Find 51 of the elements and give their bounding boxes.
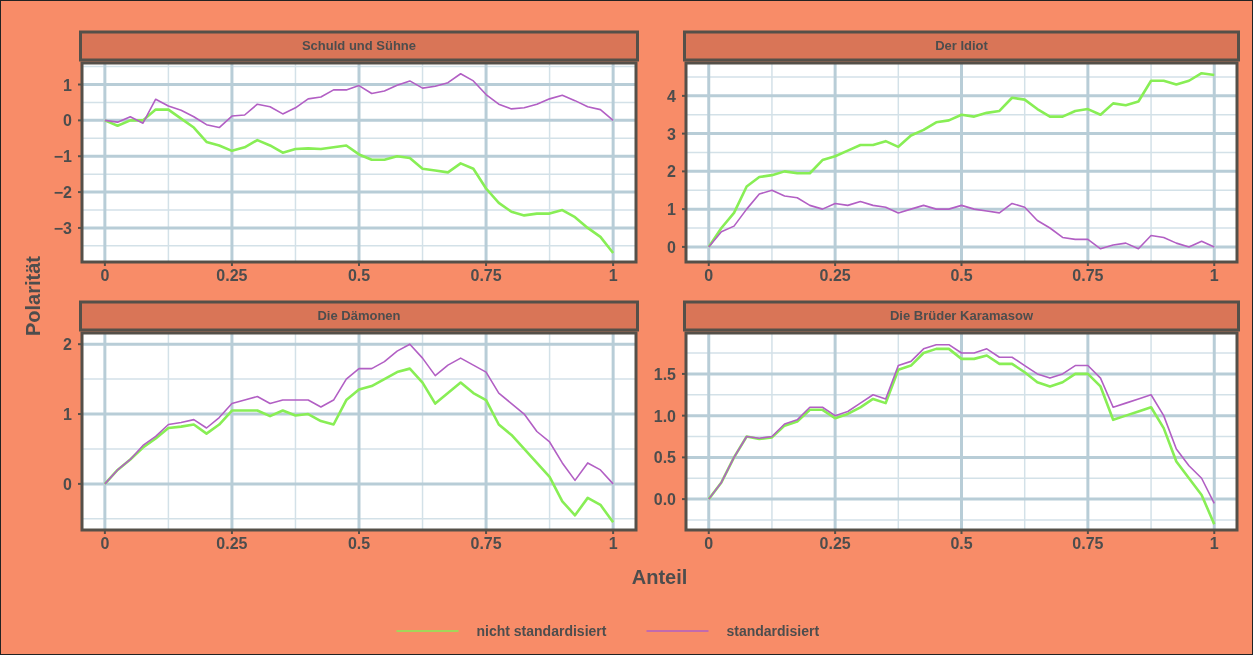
y-tick-label: 4 bbox=[667, 87, 677, 105]
y-tick-label: 1.5 bbox=[653, 365, 677, 383]
x-tick-label: 0.5 bbox=[950, 267, 973, 284]
line-series bbox=[103, 108, 615, 255]
x-tick-label: 1 bbox=[608, 267, 618, 284]
x-tick-label: 0 bbox=[704, 267, 714, 284]
chart-title: Die Dämonen bbox=[317, 308, 401, 323]
legend-label: nicht standardisiert bbox=[476, 623, 607, 639]
y-tick-label: 2 bbox=[63, 336, 73, 354]
y-tick-label: 0.5 bbox=[653, 449, 677, 467]
x-tick-label: 0.75 bbox=[470, 267, 502, 284]
line-series bbox=[104, 72, 614, 129]
x-tick-label: 0.75 bbox=[1072, 267, 1104, 284]
y-tick-label: 0 bbox=[63, 112, 73, 130]
x-tick-label: 0 bbox=[100, 535, 110, 552]
y-tick-label: −3 bbox=[53, 219, 73, 237]
y-tick-label: 1 bbox=[667, 201, 677, 219]
y-tick-label: 0 bbox=[667, 238, 677, 256]
y-tick-label: 3 bbox=[667, 125, 677, 143]
x-tick-label: 1 bbox=[608, 535, 618, 552]
legend-label: standardisiert bbox=[726, 623, 820, 639]
chart-title: Der Idiot bbox=[935, 38, 989, 53]
line-series bbox=[707, 189, 1216, 250]
y-tick-label: 2 bbox=[667, 163, 677, 181]
x-tick-label: 0.5 bbox=[950, 535, 973, 552]
y-tick-label: −1 bbox=[53, 148, 73, 166]
x-tick-label: 0.75 bbox=[470, 535, 502, 552]
x-tick-label: 0.25 bbox=[216, 267, 248, 284]
chart-title: Die Brüder Karamasow bbox=[889, 308, 1034, 323]
x-tick-label: 0.5 bbox=[347, 267, 371, 284]
y-tick-label: 1 bbox=[63, 406, 73, 424]
x-tick-label: 1 bbox=[1209, 535, 1219, 552]
x-tick-label: 0.25 bbox=[819, 535, 851, 552]
y-tick-label: 1 bbox=[63, 76, 73, 94]
x-tick-label: 0.25 bbox=[819, 267, 851, 284]
x-tick-label: 0 bbox=[704, 535, 714, 552]
line-series bbox=[103, 367, 615, 524]
y-tick-label: 1.0 bbox=[653, 407, 677, 425]
x-tick-label: 0.75 bbox=[1072, 535, 1104, 552]
y-axis-title: Polarität bbox=[22, 255, 44, 337]
x-axis-title: Anteil bbox=[631, 566, 688, 588]
x-tick-label: 0.5 bbox=[347, 535, 371, 552]
line-series bbox=[707, 71, 1216, 249]
y-tick-label: 0.0 bbox=[653, 491, 677, 509]
chart-title: Schuld und Sühne bbox=[301, 38, 417, 53]
x-tick-label: 0.25 bbox=[216, 535, 248, 552]
y-tick-label: 0 bbox=[63, 475, 73, 493]
x-tick-label: 0 bbox=[100, 267, 110, 284]
x-tick-label: 1 bbox=[1209, 267, 1219, 284]
line-series bbox=[104, 343, 614, 485]
y-tick-label: −2 bbox=[53, 184, 73, 202]
